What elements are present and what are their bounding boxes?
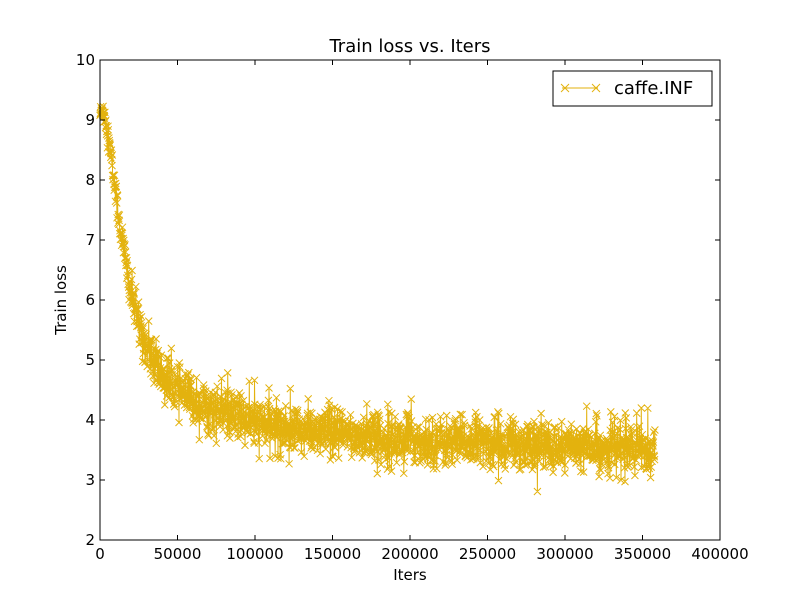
x-tick-label: 250000 xyxy=(459,545,516,563)
y-tick-label: 10 xyxy=(76,51,95,69)
y-tick-label: 4 xyxy=(85,411,95,429)
x-tick-label: 200000 xyxy=(381,545,438,563)
x-tick-label: 300000 xyxy=(536,545,593,563)
y-tick-label: 7 xyxy=(85,231,95,249)
y-tick-label: 9 xyxy=(85,111,95,129)
x-tick-label: 400000 xyxy=(691,545,748,563)
y-tick-label: 3 xyxy=(85,471,95,489)
x-tick-label: 50000 xyxy=(154,545,202,563)
y-axis-title: Train loss xyxy=(52,265,70,336)
legend-marker xyxy=(560,83,601,93)
x-tick-label: 100000 xyxy=(226,545,283,563)
y-tick-label: 8 xyxy=(85,171,95,189)
y-tick-label: 5 xyxy=(85,351,95,369)
legend-label: caffe.INF xyxy=(614,78,693,99)
x-axis-title: Iters xyxy=(393,566,427,584)
x-tick-label: 150000 xyxy=(304,545,361,563)
y-tick-label: 2 xyxy=(85,531,95,549)
ticks-layer: 0 50000 100000 150000 200000 250000 300000 3500… xyxy=(76,51,749,563)
x-tick-label: 0 xyxy=(95,545,105,563)
y-tick-label: 6 xyxy=(85,291,95,309)
legend: caffe.INF xyxy=(552,70,713,107)
x-tick-label: 350000 xyxy=(614,545,671,563)
chart-title: Train loss vs. Iters xyxy=(328,36,490,57)
series-layer xyxy=(96,102,659,496)
series-markers-0 xyxy=(96,102,659,496)
